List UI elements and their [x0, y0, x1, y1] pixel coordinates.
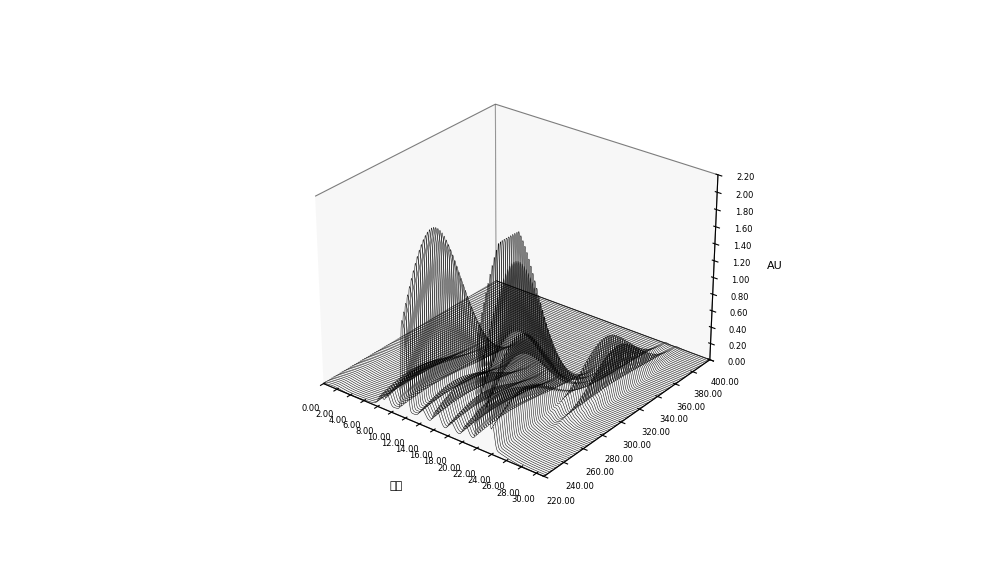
X-axis label: 分钟: 分钟 [389, 481, 402, 491]
